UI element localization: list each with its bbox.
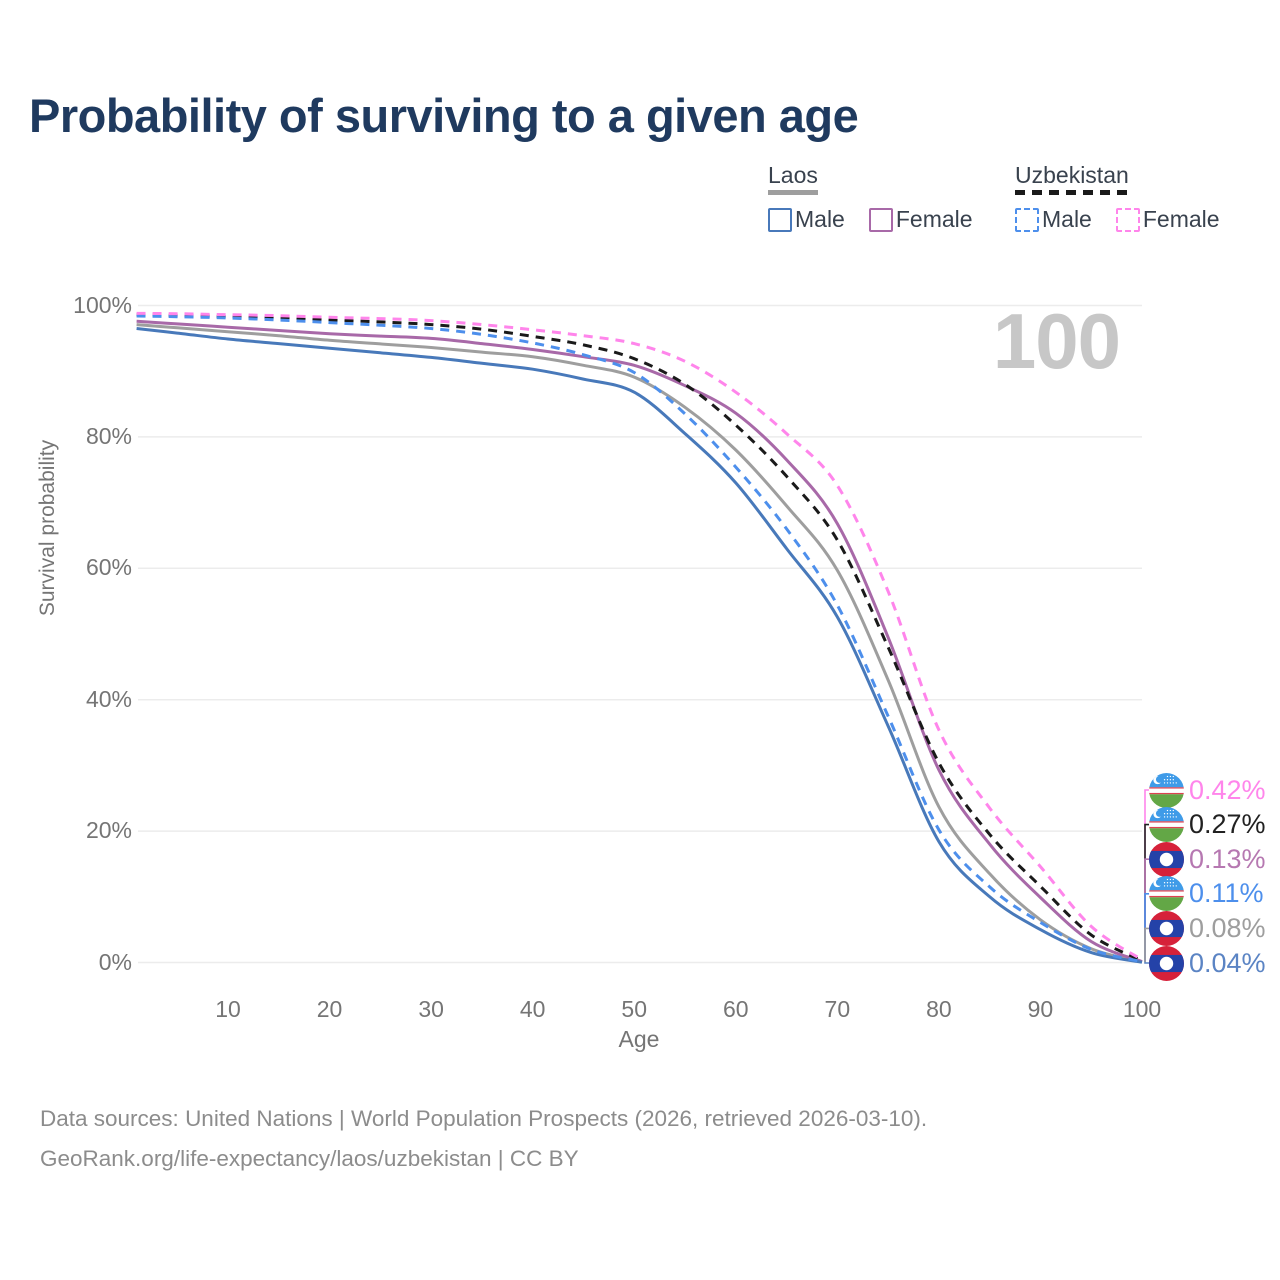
page-title: Probability of surviving to a given age	[29, 89, 859, 142]
end-label-row: 0.11%	[1149, 876, 1264, 911]
chart-footer: Data sources: United Nations | World Pop…	[40, 1099, 927, 1179]
legend-group-uzbekistan: Uzbekistan Male Female	[1015, 162, 1220, 233]
legend-swatch-uzbekistan-male[interactable]	[1015, 207, 1039, 232]
legend-swatch-laos-male[interactable]	[768, 207, 792, 232]
end-label-connector	[1144, 962, 1149, 964]
uzbekistan-flag-icon	[1149, 773, 1184, 808]
end-value-label: 0.13%	[1189, 843, 1266, 874]
end-label-row: 0.13%	[1149, 842, 1266, 877]
legend-swatch-laos-female[interactable]	[868, 207, 893, 232]
x-tick-label: 80	[926, 996, 952, 1022]
end-label-row: 0.42%	[1149, 773, 1266, 808]
curve-laos-total[interactable]	[136, 323, 1143, 964]
legend-item-label: Female	[1142, 206, 1220, 232]
y-tick-label: 0%	[98, 948, 132, 975]
legend-item-label: Female	[895, 206, 973, 232]
end-value-label: 0.08%	[1189, 912, 1266, 943]
data-sources-line: Data sources: United Nations | World Pop…	[40, 1106, 928, 1131]
curve-laos-male[interactable]	[136, 327, 1143, 964]
end-value-label: 0.27%	[1189, 809, 1266, 840]
legend-group-title-uzbekistan: Uzbekistan	[1015, 162, 1129, 188]
x-tick-label: 10	[215, 996, 241, 1022]
attribution-line: GeoRank.org/life-expectancy/laos/uzbekis…	[40, 1146, 579, 1171]
legend-item-label: Male	[795, 206, 845, 232]
y-tick-label: 40%	[85, 685, 132, 712]
x-tick-label: 70	[824, 996, 851, 1022]
uzbekistan-flag-icon	[1149, 807, 1184, 842]
laos-flag-icon	[1149, 842, 1184, 877]
y-tick-label: 60%	[85, 554, 132, 581]
legend-swatch-uzbekistan-female[interactable]	[1115, 207, 1140, 232]
end-label-row: 0.04%	[1149, 946, 1266, 981]
legend-group-laos: Laos Male Female	[768, 162, 973, 233]
end-label-row: 0.08%	[1149, 911, 1266, 946]
legend-item-laos-male[interactable]: Male	[768, 206, 845, 233]
laos-flag-icon	[1149, 911, 1184, 946]
legend-underline-laos	[768, 190, 818, 195]
legend-item-laos-female[interactable]: Female	[868, 206, 973, 233]
legend-item-uzbekistan-male[interactable]: Male	[1015, 206, 1092, 233]
x-tick-label: 100	[1122, 996, 1162, 1022]
curve-uzbekistan-total[interactable]	[136, 313, 1143, 963]
legend-item-uzbekistan-female[interactable]: Female	[1115, 206, 1220, 233]
curve-uzbekistan-male[interactable]	[136, 314, 1143, 964]
legend-item-label: Male	[1042, 206, 1092, 232]
x-axis-title: Age	[618, 1026, 660, 1052]
x-tick-label: 90	[1027, 996, 1054, 1022]
end-label-row: 0.27%	[1149, 807, 1266, 842]
uzbekistan-flag-icon	[1149, 876, 1184, 911]
curve-laos-female[interactable]	[136, 319, 1143, 964]
x-tick-label: 50	[621, 996, 648, 1022]
y-tick-label: 20%	[85, 817, 132, 844]
y-tick-label: 100%	[73, 291, 132, 318]
end-value-label: 0.04%	[1189, 947, 1266, 978]
hover-age-indicator: 100	[992, 297, 1121, 385]
laos-flag-icon	[1149, 946, 1184, 981]
y-tick-label: 80%	[85, 422, 132, 449]
curve-uzbekistan-female[interactable]	[136, 311, 1143, 961]
end-value-label: 0.42%	[1189, 774, 1266, 805]
legend-underline-uzbekistan	[1015, 190, 1129, 195]
end-label-connector	[1144, 927, 1149, 962]
x-tick-label: 20	[316, 996, 343, 1022]
legend-group-title-laos: Laos	[768, 162, 818, 188]
x-tick-label: 40	[519, 996, 546, 1022]
end-value-label: 0.11%	[1189, 878, 1264, 909]
x-tick-label: 30	[418, 996, 444, 1022]
x-tick-label: 60	[722, 996, 749, 1022]
